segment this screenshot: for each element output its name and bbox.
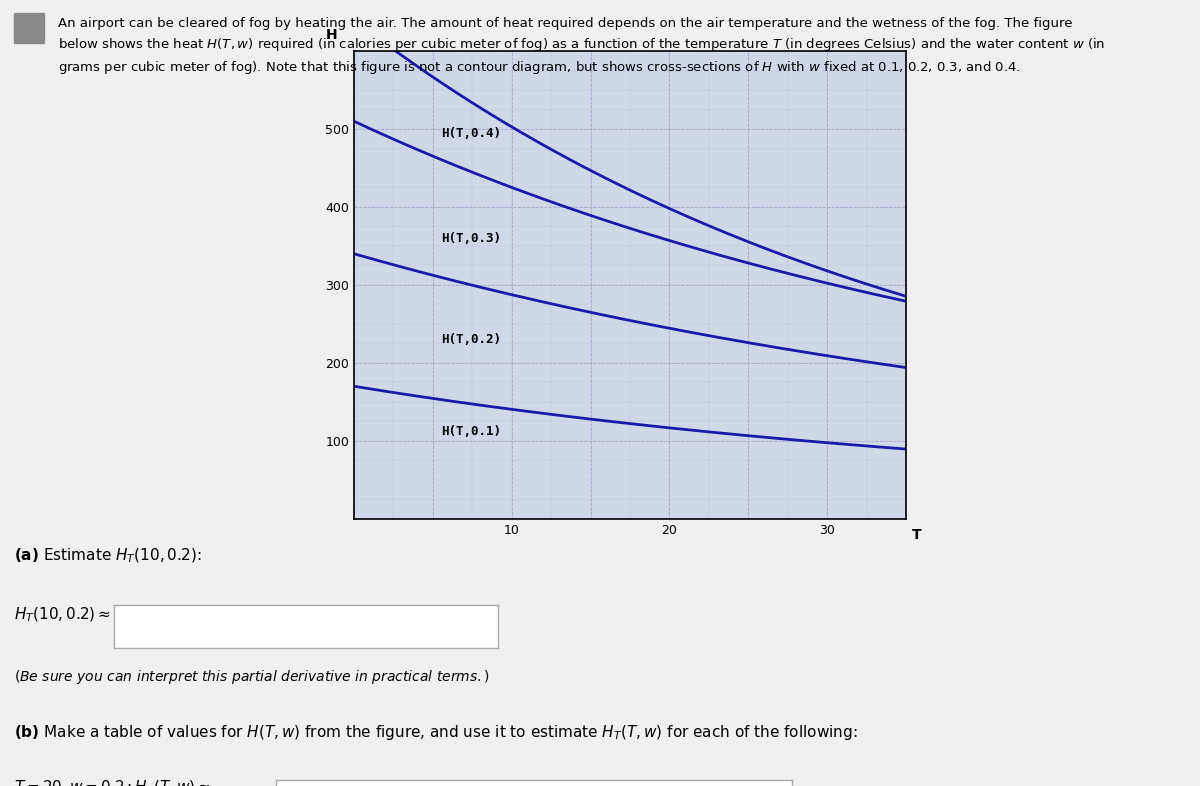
Text: H(T,0.1): H(T,0.1): [440, 424, 500, 438]
Text: H(T,0.2): H(T,0.2): [440, 333, 500, 347]
Text: $\mathbf{(b)}$ Make a table of values for $H(T, w)$ from the figure, and use it : $\mathbf{(b)}$ Make a table of values fo…: [14, 723, 858, 742]
Text: $\mathit{(Be\ sure\ you\ can\ interpret\ this\ partial\ derivative\ in\ practica: $\mathit{(Be\ sure\ you\ can\ interpret\…: [14, 668, 491, 686]
Text: $H_T(10, 0.2) \approx$: $H_T(10, 0.2) \approx$: [14, 605, 112, 623]
Text: An airport can be cleared of fog by heating the air. The amount of heat required: An airport can be cleared of fog by heat…: [58, 17, 1105, 76]
Y-axis label: H: H: [326, 28, 337, 42]
Text: $\mathbf{(a)}$ Estimate $H_T(10, 0.2)$:: $\mathbf{(a)}$ Estimate $H_T(10, 0.2)$:: [14, 546, 202, 564]
Text: H(T,0.3): H(T,0.3): [440, 232, 500, 245]
Text: H(T,0.4): H(T,0.4): [440, 127, 500, 140]
X-axis label: T: T: [912, 528, 922, 542]
Text: $T = 20, w = 0.2 : H_T(T, w) \approx$: $T = 20, w = 0.2 : H_T(T, w) \approx$: [14, 778, 211, 786]
